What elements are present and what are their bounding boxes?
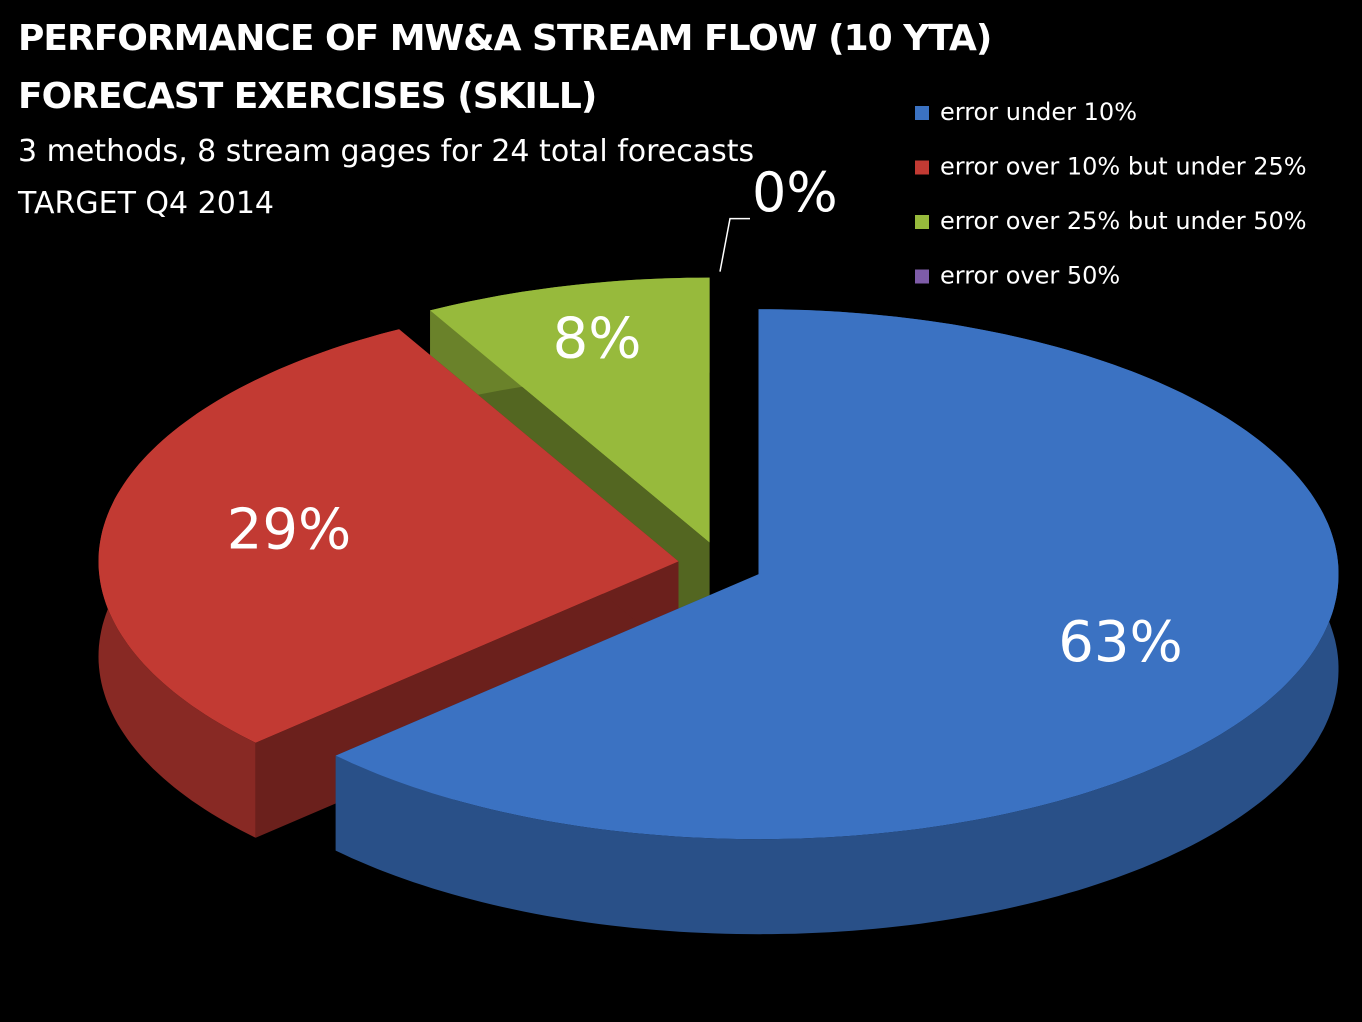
subtitle: 3 methods, 8 stream gages for 24 total f… xyxy=(18,134,755,169)
slice-top xyxy=(98,329,679,743)
legend-label: error over 25% but under 50% xyxy=(940,207,1307,235)
slice-rim xyxy=(335,309,1339,935)
legend-swatch xyxy=(915,160,929,175)
slice-top xyxy=(335,309,1339,840)
data-label: 0% xyxy=(752,161,838,224)
data-label: 63% xyxy=(1058,610,1182,675)
slice-top xyxy=(430,277,710,543)
legend-swatch xyxy=(915,269,929,284)
legend-swatch xyxy=(915,106,929,120)
data-label: 8% xyxy=(553,307,642,372)
leader-line xyxy=(719,217,750,272)
legend-label: error over 10% but under 25% xyxy=(940,153,1307,181)
chart-title: PERFORMANCE OF MW&A STREAM FLOW (10 YTA)… xyxy=(18,18,992,117)
data-label: 29% xyxy=(227,497,351,562)
legend-label: error over 50% xyxy=(940,262,1120,290)
legend-label: error under 10% xyxy=(940,98,1137,126)
subtitle: TARGET Q4 2014 xyxy=(18,186,275,221)
pie-slice xyxy=(335,309,1339,935)
legend-swatch xyxy=(915,215,929,229)
